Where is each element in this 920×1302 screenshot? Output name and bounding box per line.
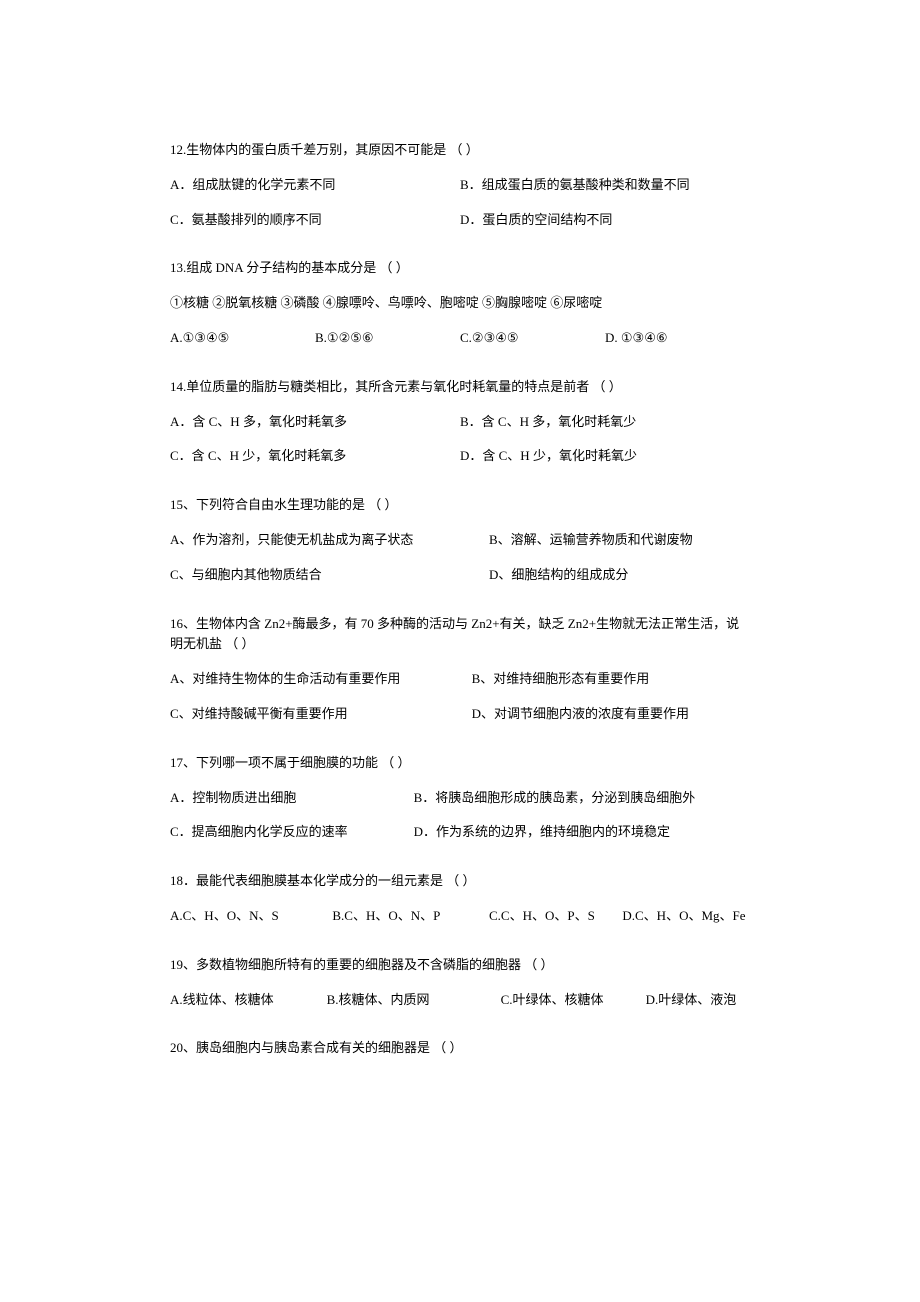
option-b: B．组成蛋白质的氨基酸种类和数量不同 <box>460 175 750 196</box>
option-d: D、对调节细胞内液的浓度有重要作用 <box>472 704 750 725</box>
options-row: A．含 C、H 多，氧化时耗氧多 B．含 C、H 多，氧化时耗氧少 <box>170 412 750 433</box>
option-b: B.C、H、O、N、P <box>332 906 489 927</box>
options-row: C．提高细胞内化学反应的速率 D．作为系统的边界，维持细胞内的环境稳定 <box>170 822 750 843</box>
options-row: A.线粒体、核糖体 B.核糖体、内质网 C.叶绿体、核糖体 D.叶绿体、液泡 <box>170 990 750 1011</box>
option-a: A．组成肽键的化学元素不同 <box>170 175 460 196</box>
options-row: C．含 C、H 少，氧化时耗氧多 D．含 C、H 少，氧化时耗氧少 <box>170 446 750 467</box>
question-text: 12.生物体内的蛋白质千差万别，其原因不可能是 （ ） <box>170 140 750 161</box>
options-row: A、对维持生物体的生命活动有重要作用 B、对维持细胞形态有重要作用 <box>170 669 750 690</box>
option-b: B、对维持细胞形态有重要作用 <box>472 669 750 690</box>
option-b: B．含 C、H 多，氧化时耗氧少 <box>460 412 750 433</box>
question-17: 17、下列哪一项不属于细胞膜的功能 （ ） A．控制物质进出细胞 B．将胰岛细胞… <box>170 753 750 843</box>
option-c: C、对维持酸碱平衡有重要作用 <box>170 704 472 725</box>
options-row: C．氨基酸排列的顺序不同 D．蛋白质的空间结构不同 <box>170 210 750 231</box>
option-b: B.①②⑤⑥ <box>315 328 460 349</box>
option-c: C.C、H、O、P、S <box>489 906 622 927</box>
option-c: C、与细胞内其他物质结合 <box>170 565 489 586</box>
options-row: C、对维持酸碱平衡有重要作用 D、对调节细胞内液的浓度有重要作用 <box>170 704 750 725</box>
question-18: 18．最能代表细胞膜基本化学成分的一组元素是 （ ） A.C、H、O、N、S B… <box>170 871 750 927</box>
option-d: D.C、H、O、Mg、Fe <box>622 906 750 927</box>
option-b: B、溶解、运输营养物质和代谢废物 <box>489 530 750 551</box>
option-c: C．提高细胞内化学反应的速率 <box>170 822 414 843</box>
question-text: 13.组成 DNA 分子结构的基本成分是 （ ） <box>170 258 750 279</box>
question-14: 14.单位质量的脂肪与糖类相比，其所含元素与氧化时耗氧量的特点是前者 （ ） A… <box>170 377 750 467</box>
option-c: C．含 C、H 少，氧化时耗氧多 <box>170 446 460 467</box>
option-d: D．蛋白质的空间结构不同 <box>460 210 750 231</box>
question-20: 20、胰岛细胞内与胰岛素合成有关的细胞器是 （ ） <box>170 1038 750 1059</box>
question-text: 17、下列哪一项不属于细胞膜的功能 （ ） <box>170 753 750 774</box>
option-a: A、对维持生物体的生命活动有重要作用 <box>170 669 472 690</box>
option-d: D.叶绿体、液泡 <box>646 990 750 1011</box>
option-c: C.叶绿体、核糖体 <box>501 990 646 1011</box>
option-b: B．将胰岛细胞形成的胰岛素，分泌到胰岛细胞外 <box>414 788 750 809</box>
question-text: 16、生物体内含 Zn2+酶最多，有 70 多种酶的活动与 Zn2+有关，缺乏 … <box>170 614 750 656</box>
option-a: A、作为溶剂，只能使无机盐成为离子状态 <box>170 530 489 551</box>
option-a: A.C、H、O、N、S <box>170 906 332 927</box>
question-16: 16、生物体内含 Zn2+酶最多，有 70 多种酶的活动与 Zn2+有关，缺乏 … <box>170 614 750 725</box>
options-row: A、作为溶剂，只能使无机盐成为离子状态 B、溶解、运输营养物质和代谢废物 <box>170 530 750 551</box>
question-text: 15、下列符合自由水生理功能的是 （ ） <box>170 495 750 516</box>
option-b: B.核糖体、内质网 <box>327 990 501 1011</box>
options-row: A.C、H、O、N、S B.C、H、O、N、P C.C、H、O、P、S D.C、… <box>170 906 750 927</box>
option-d: D. ①③④⑥ <box>605 328 750 349</box>
question-text: 20、胰岛细胞内与胰岛素合成有关的细胞器是 （ ） <box>170 1038 750 1059</box>
options-row: C、与细胞内其他物质结合 D、细胞结构的组成成分 <box>170 565 750 586</box>
options-row: A．组成肽键的化学元素不同 B．组成蛋白质的氨基酸种类和数量不同 <box>170 175 750 196</box>
question-19: 19、多数植物细胞所特有的重要的细胞器及不含磷脂的细胞器 （ ） A.线粒体、核… <box>170 955 750 1011</box>
option-a: A.①③④⑤ <box>170 328 315 349</box>
option-c: C．氨基酸排列的顺序不同 <box>170 210 460 231</box>
option-d: D．作为系统的边界，维持细胞内的环境稳定 <box>414 822 750 843</box>
question-text: 18．最能代表细胞膜基本化学成分的一组元素是 （ ） <box>170 871 750 892</box>
question-text: 14.单位质量的脂肪与糖类相比，其所含元素与氧化时耗氧量的特点是前者 （ ） <box>170 377 750 398</box>
question-subtext: ①核糖 ②脱氧核糖 ③磷酸 ④腺嘌呤、鸟嘌呤、胞嘧啶 ⑤胸腺嘧啶 ⑥尿嘧啶 <box>170 293 750 314</box>
question-13: 13.组成 DNA 分子结构的基本成分是 （ ） ①核糖 ②脱氧核糖 ③磷酸 ④… <box>170 258 750 348</box>
question-text: 19、多数植物细胞所特有的重要的细胞器及不含磷脂的细胞器 （ ） <box>170 955 750 976</box>
question-15: 15、下列符合自由水生理功能的是 （ ） A、作为溶剂，只能使无机盐成为离子状态… <box>170 495 750 585</box>
option-a: A．控制物质进出细胞 <box>170 788 414 809</box>
question-12: 12.生物体内的蛋白质千差万别，其原因不可能是 （ ） A．组成肽键的化学元素不… <box>170 140 750 230</box>
options-row: A．控制物质进出细胞 B．将胰岛细胞形成的胰岛素，分泌到胰岛细胞外 <box>170 788 750 809</box>
option-d: D、细胞结构的组成成分 <box>489 565 750 586</box>
option-d: D．含 C、H 少，氧化时耗氧少 <box>460 446 750 467</box>
options-row: A.①③④⑤ B.①②⑤⑥ C.②③④⑤ D. ①③④⑥ <box>170 328 750 349</box>
option-a: A.线粒体、核糖体 <box>170 990 327 1011</box>
option-c: C.②③④⑤ <box>460 328 605 349</box>
option-a: A．含 C、H 多，氧化时耗氧多 <box>170 412 460 433</box>
